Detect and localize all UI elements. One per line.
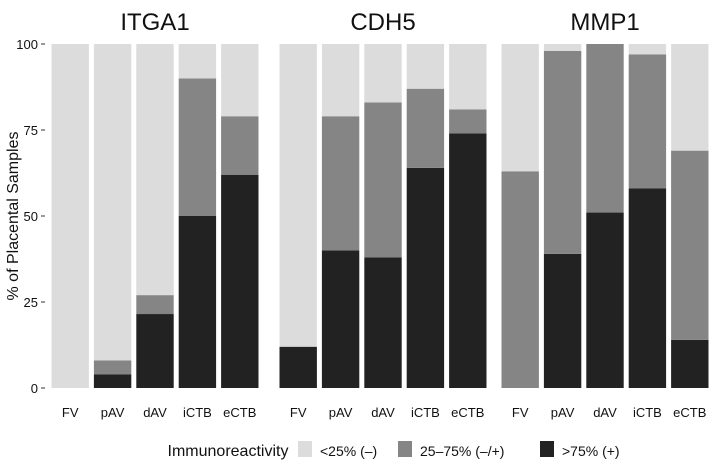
bar-segment-high [543, 253, 582, 388]
bar-segment-high [321, 250, 360, 388]
y-axis-label: % of Placental Samples [5, 132, 22, 301]
bar-segment-mid [364, 102, 402, 258]
bar-segment-high [93, 374, 132, 388]
y-tick-label: 25 [24, 295, 38, 310]
bar-segment-mid [543, 50, 582, 254]
x-tick-label: iCTB [633, 405, 662, 420]
bar-segment-low [449, 44, 487, 110]
y-tick-label: 75 [24, 123, 38, 138]
bar-segment-mid [671, 150, 709, 340]
panel-cdh5: CDH5 FV pAV dAV iCTB eCTB [279, 9, 487, 420]
bar-segment-high [221, 174, 259, 388]
bar-segment-high [671, 339, 709, 388]
bar-segment-mid [136, 295, 174, 315]
bar-segment-mid [501, 171, 539, 388]
bar-segment-high [586, 212, 624, 388]
bar-segment-low [221, 44, 259, 117]
bar-segment-high [136, 314, 174, 388]
x-tick-label: eCTB [673, 405, 706, 420]
panel-title: MMP1 [570, 9, 639, 36]
y-tick-label: 100 [16, 37, 38, 52]
bar-segment-low [279, 44, 317, 347]
bar-segment-high [628, 188, 667, 388]
panel-mmp1: MMP1 FV pAV dAV iCTB eCTB [501, 9, 709, 420]
bar-segment-low [628, 44, 667, 55]
bar-segment-mid [93, 360, 132, 375]
bar-segment-mid [586, 44, 624, 213]
y-tick-label: 50 [24, 209, 38, 224]
bar-segment-low [501, 44, 539, 172]
bar-segment-low [671, 44, 709, 151]
x-tick-label: iCTB [411, 405, 440, 420]
bar-segment-high [364, 257, 402, 388]
bar-segment-low [178, 44, 217, 79]
legend-swatch-low [298, 441, 312, 457]
bar-segment-low [543, 44, 582, 51]
bar-segment-high [406, 167, 445, 388]
bar-segment-mid [628, 54, 667, 189]
bar-segment-low [93, 44, 132, 361]
legend-swatch-high [540, 441, 554, 457]
x-tick-label: FV [62, 405, 79, 420]
panel-title: CDH5 [350, 9, 415, 36]
bar-segment-high [449, 133, 487, 388]
x-tick-label: FV [512, 405, 529, 420]
x-tick-label: eCTB [223, 405, 256, 420]
bar-segment-low [321, 44, 360, 117]
bar-segment-mid [406, 88, 445, 168]
x-tick-label: FV [290, 405, 307, 420]
y-tick-label: 0 [31, 381, 38, 396]
x-tick-label: pAV [329, 405, 353, 420]
x-tick-label: dAV [371, 405, 395, 420]
legend: Immunoreactivity <25% (–) 25–75% (–/+) >75… [168, 441, 620, 460]
legend-label-mid: 25–75% (–/+) [420, 443, 504, 459]
x-tick-label: eCTB [451, 405, 484, 420]
bar-segment-high [178, 216, 217, 388]
legend-label-high: >75% (+) [562, 443, 620, 459]
x-tick-label: pAV [551, 405, 575, 420]
bar-segment-mid [321, 116, 360, 251]
bar-segment-low [364, 44, 402, 103]
panel-title: ITGA1 [120, 9, 189, 36]
legend-label-low: <25% (–) [320, 443, 377, 459]
x-tick-label: pAV [101, 405, 125, 420]
x-tick-label: dAV [143, 405, 167, 420]
bar-segment-high [279, 346, 317, 388]
bar-segment-low [136, 44, 174, 296]
legend-title: Immunoreactivity [168, 443, 289, 460]
bar-segment-mid [178, 78, 217, 217]
panel-itga1: ITGA1 FV pAV dAV iCTB eCTB [51, 9, 259, 420]
x-tick-label: dAV [593, 405, 617, 420]
bar-segment-low [51, 44, 89, 388]
bar-segment-mid [221, 116, 259, 175]
bar-segment-mid [449, 109, 487, 134]
bar-segment-low [406, 44, 445, 89]
legend-swatch-mid [398, 441, 412, 457]
x-tick-label: iCTB [183, 405, 212, 420]
